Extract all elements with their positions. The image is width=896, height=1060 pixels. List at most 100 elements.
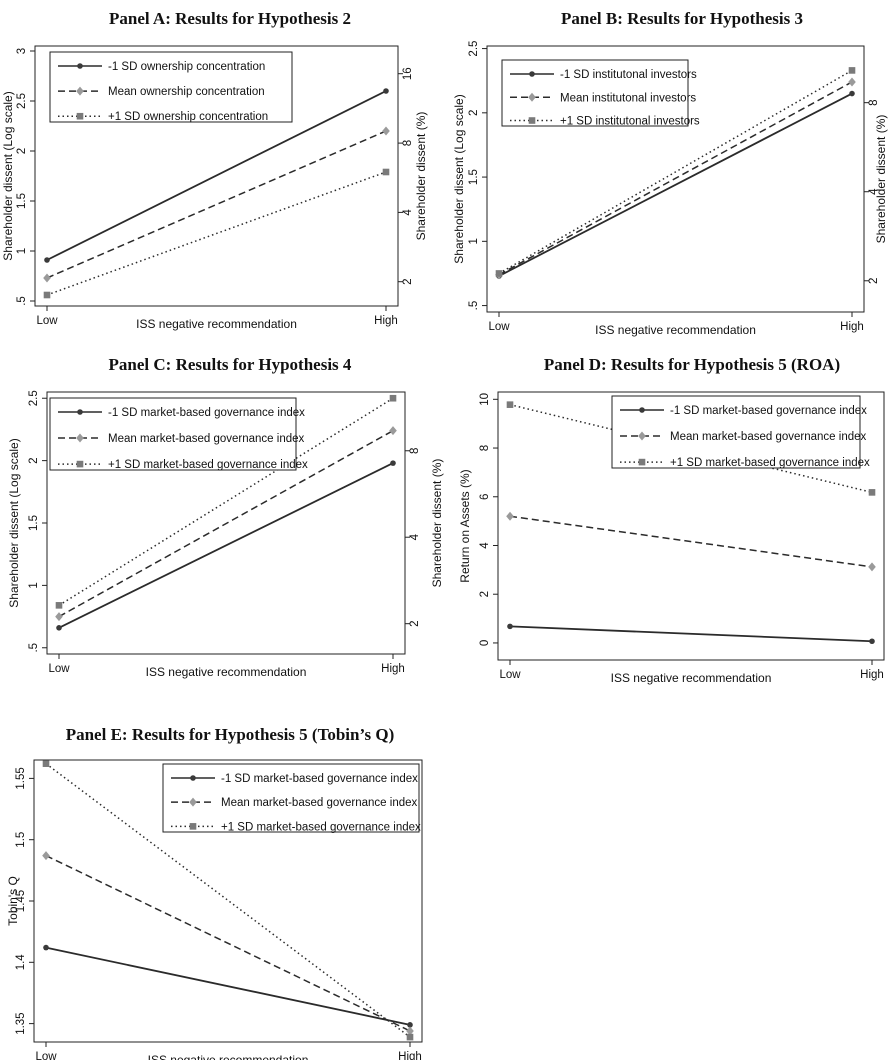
y-axis-label: Return on Assets (%)	[458, 469, 472, 582]
legend-label: -1 SD market-based governance index	[108, 407, 305, 419]
data-point	[55, 612, 63, 622]
data-point	[506, 401, 514, 408]
legend-label: Mean ownership concentration	[108, 86, 265, 98]
legend-marker	[528, 117, 536, 124]
legend-label: +1 SD institutonal investors	[560, 116, 700, 128]
y-tick-label: 2.5	[468, 41, 480, 57]
data-point	[507, 623, 513, 630]
data-point	[43, 944, 49, 951]
x-tick-label: High	[860, 669, 884, 681]
series-line-1	[498, 92, 853, 277]
data-point	[849, 90, 855, 97]
x-tick-label: High	[398, 1051, 422, 1060]
legend-label: -1 SD institutonal investors	[560, 69, 697, 81]
y-tick-label: 2.5	[16, 93, 28, 109]
legend-label: -1 SD ownership concentration	[108, 61, 265, 73]
y-tick-label: 3	[16, 48, 28, 54]
legend-label: -1 SD market-based governance index	[221, 773, 418, 785]
legend-box	[49, 397, 297, 471]
legend-label: Mean market-based governance index	[221, 797, 418, 809]
legend-marker	[77, 409, 83, 415]
x-tick-label: High	[381, 663, 405, 675]
data-point	[389, 394, 397, 402]
y-tick-label: 10	[479, 393, 491, 406]
y2-tick-label: 2	[409, 620, 421, 626]
series-line-3	[45, 763, 411, 1038]
y-tick-label: .5	[468, 301, 480, 311]
legend-box	[611, 395, 861, 469]
panel-e: Panel E: Results for Hypothesis 5 (Tobin…	[6, 725, 423, 1060]
y2-axis-label: Shareholder dissent (%)	[874, 115, 888, 244]
y-tick-label: .5	[28, 643, 40, 653]
legend-marker	[639, 407, 645, 413]
x-axis-label: ISS negative recommendation	[136, 317, 297, 331]
legend-label: Mean institutonal investors	[560, 92, 696, 104]
y-tick-label: 1.35	[15, 1012, 27, 1034]
y-tick-label: 2	[28, 457, 40, 463]
y-tick-label: 1	[28, 582, 40, 588]
series-line-3	[498, 69, 853, 275]
y-tick-label: 1.5	[468, 169, 480, 185]
legend-marker	[76, 112, 84, 120]
y2-tick-label: 8	[868, 99, 880, 105]
legend-label: +1 SD market-based governance index	[108, 459, 308, 471]
data-point	[406, 1026, 414, 1036]
y2-tick-label: 4	[868, 188, 880, 195]
legend-marker	[638, 458, 646, 466]
y-tick-label: 1.5	[28, 515, 40, 531]
y2-axis-label: Shareholder dissent (%)	[430, 459, 444, 588]
y-tick-label: 1.4	[15, 954, 27, 971]
data-point	[382, 126, 390, 136]
legend-marker	[76, 433, 84, 443]
y-tick-label: 6	[479, 494, 491, 500]
x-axis-label: ISS negative recommendation	[595, 323, 756, 337]
x-tick-label: Low	[48, 663, 70, 675]
data-point	[43, 273, 51, 283]
legend-marker	[529, 71, 535, 77]
y-tick-label: 2	[479, 591, 491, 597]
series-line-2	[58, 430, 394, 618]
panel-d: Panel D: Results for Hypothesis 5 (ROA) 0…	[458, 355, 885, 685]
y-tick-label: 0	[479, 640, 491, 646]
y2-tick-label: 8	[402, 140, 414, 146]
data-point	[55, 602, 63, 609]
series-line-1	[58, 462, 394, 629]
data-point	[506, 511, 514, 521]
y-tick-label: 8	[479, 445, 491, 451]
legend: -1 SD market-based governance index Mean …	[49, 397, 308, 471]
y-tick-label: 1.5	[16, 193, 28, 209]
plot-frame	[497, 391, 885, 661]
panel-title: Panel A: Results for Hypothesis 2	[109, 9, 351, 28]
y-axis-label: Shareholder dissent (Log scale)	[7, 438, 21, 607]
legend-marker	[76, 86, 84, 96]
data-point	[868, 489, 876, 496]
y-tick-label: .5	[16, 296, 28, 306]
x-tick-label: Low	[36, 315, 58, 327]
legend: -1 SD market-based governance index Mean …	[162, 763, 421, 833]
data-point	[42, 760, 50, 767]
data-point	[848, 77, 856, 87]
series-line-2	[509, 515, 873, 568]
data-point	[495, 270, 503, 277]
data-point	[390, 460, 396, 466]
data-point	[44, 257, 50, 263]
plot-frame	[486, 45, 865, 313]
panel-title: Panel E: Results for Hypothesis 5 (Tobin…	[66, 725, 395, 744]
x-tick-label: High	[374, 315, 398, 327]
y-tick-label: 2	[468, 110, 480, 116]
series-line-1	[509, 625, 873, 643]
legend-box	[501, 59, 689, 127]
series-line-2	[45, 854, 411, 1032]
x-axis-label: ISS negative recommendation	[146, 665, 307, 679]
legend-marker	[189, 823, 197, 830]
y-tick-label: 1	[468, 238, 480, 244]
x-tick-label: Low	[499, 669, 521, 681]
data-point	[43, 291, 51, 299]
y2-tick-label: 4	[402, 209, 414, 216]
y-tick-label: 2	[16, 148, 28, 154]
series-line-2	[46, 130, 387, 279]
series-line-1	[46, 90, 387, 261]
legend-label: +1 SD market-based governance index	[670, 457, 870, 469]
y2-tick-label: 4	[409, 533, 421, 540]
y2-axis-label: Shareholder dissent (%)	[414, 112, 428, 241]
